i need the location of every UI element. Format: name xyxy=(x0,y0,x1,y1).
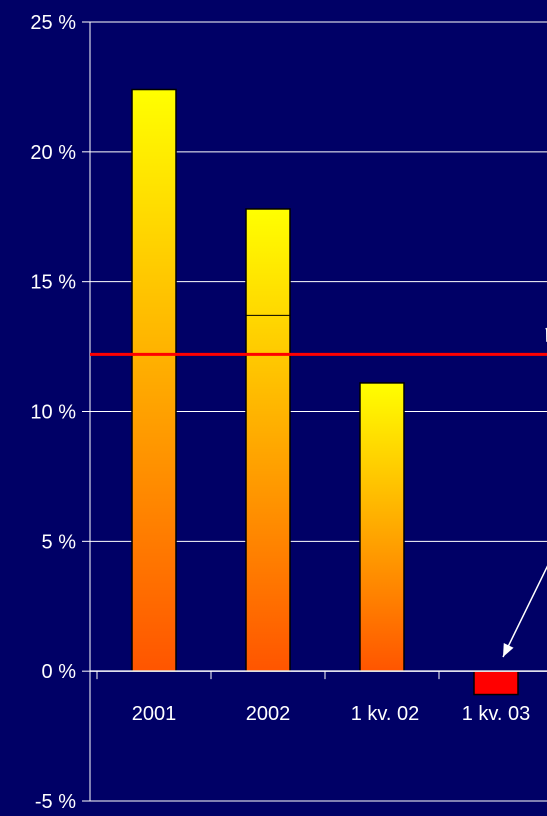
bar-2002 xyxy=(245,208,291,672)
y-tick-label: 5 % xyxy=(42,531,77,553)
y-tick-label: 20 % xyxy=(30,142,76,164)
y-tick-label: 25 % xyxy=(30,12,76,34)
x-tick-label: 2002 xyxy=(246,703,291,725)
x-tick-label: 2001 xyxy=(132,703,177,725)
y-tick-label: 10 % xyxy=(30,402,76,424)
x-tick-label: 1 kv. 02 xyxy=(351,703,420,725)
y-tick-label: 0 % xyxy=(42,661,77,683)
annotation-arrow-lower xyxy=(502,565,547,658)
bar-2001 xyxy=(131,88,177,672)
bar-1-kv-02 xyxy=(359,382,405,672)
labels: -5 % 0 % 5 % 10 % 15 % 20 % 25 % 2001 2002 1 kv. … xyxy=(30,12,531,813)
y-tick-label: 15 % xyxy=(30,272,76,294)
annotation-arrow-lower-head xyxy=(503,643,514,657)
x-tick-label: 1 kv. 03 xyxy=(462,703,531,725)
bar-1-kv-03 xyxy=(473,670,519,696)
axes xyxy=(82,21,547,802)
bars xyxy=(131,88,519,696)
annotations xyxy=(90,327,547,658)
y-tick-label: -5 % xyxy=(35,791,76,811)
